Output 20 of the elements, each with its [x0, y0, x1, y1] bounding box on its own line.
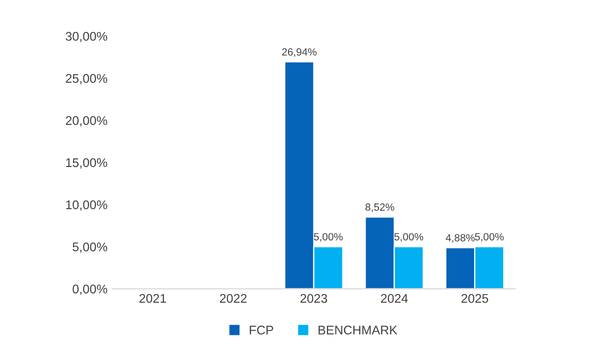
x-tick-label: 2024 [381, 294, 408, 303]
data-label: 8,52% [365, 203, 394, 212]
y-tick-label: 5,00% [72, 242, 108, 253]
data-label: 5,00% [474, 233, 504, 242]
data-label: 4,88% [446, 234, 475, 243]
x-tick-label: 2021 [139, 294, 166, 303]
y-tick-label: 15,00% [66, 158, 108, 169]
data-label: 5,00% [314, 233, 343, 242]
legend-label: FCP [250, 326, 274, 334]
y-tick-label: 30,00% [66, 32, 108, 42]
legend-label: BENCHMARK [318, 326, 398, 334]
y-tick-label: 20,00% [66, 116, 108, 126]
x-tick-label: 2025 [462, 294, 488, 303]
data-label: 26,94% [282, 48, 317, 57]
y-tick-label: 10,00% [66, 200, 108, 211]
x-tick-label: 2023 [300, 294, 328, 303]
y-tick-label: 25,00% [66, 74, 108, 84]
x-tick-label: 2022 [220, 294, 247, 303]
y-tick-label: 0,00% [72, 284, 108, 295]
data-label: 5,00% [394, 233, 424, 242]
